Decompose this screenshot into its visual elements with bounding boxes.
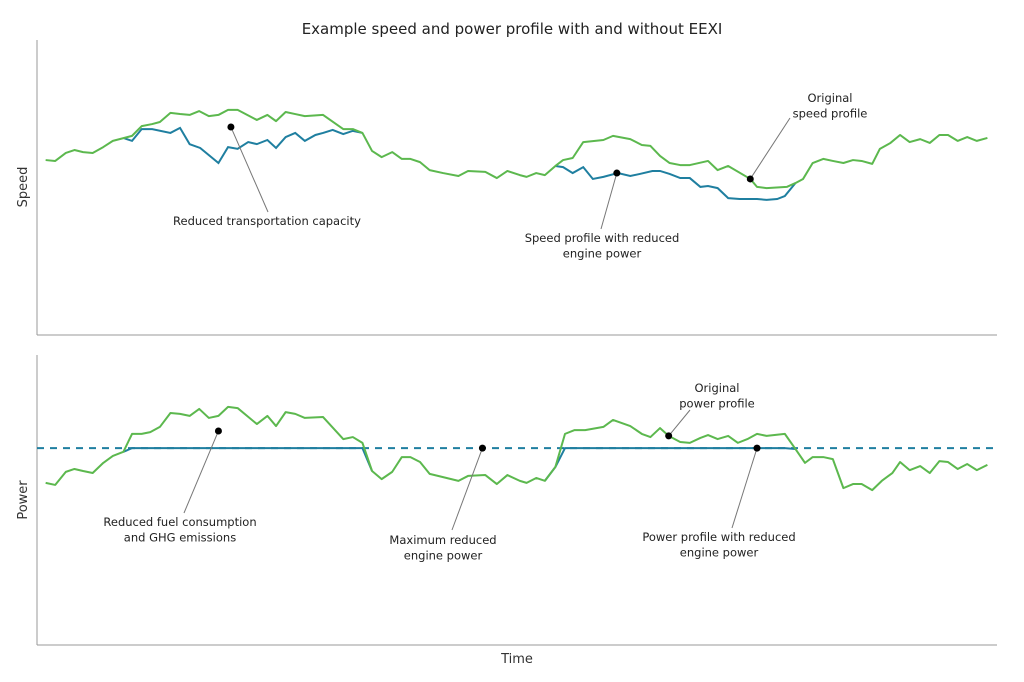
- power-original-line: [45, 405, 988, 492]
- annotation-label-line: engine power: [563, 247, 642, 261]
- annotation-dot: [214, 427, 222, 435]
- annotation-label-line: Power profile with reduced: [642, 530, 795, 544]
- annotation-label-line: speed profile: [793, 107, 868, 121]
- annotation-label-line: Reduced fuel consumption: [103, 515, 256, 529]
- annotation-label: Maximum reduced engine power: [389, 533, 496, 563]
- annotation-leader: [230, 126, 269, 213]
- speed-reduced-line: [555, 164, 797, 201]
- annotation-label-line: engine power: [680, 546, 759, 560]
- annotation-label-line: and GHG emissions: [124, 531, 236, 545]
- chart-title: Example speed and power profile with and…: [302, 20, 723, 38]
- annotation-label: Reduced transportation capacity: [173, 214, 361, 228]
- annotation-label-line: engine power: [404, 549, 483, 563]
- annotation-dot: [665, 432, 673, 440]
- annotation-label-line: Speed profile with reduced: [525, 231, 680, 245]
- annotation-leader: [749, 117, 791, 180]
- speed-axis-label: Speed: [16, 167, 31, 208]
- annotation-leader: [668, 409, 691, 437]
- annotation-label: Reduced fuel consumption and GHG emission…: [103, 515, 256, 545]
- annotation-dot: [753, 444, 761, 452]
- annotation-leader: [183, 430, 219, 514]
- power-reduced-line: [123, 447, 373, 472]
- time-axis-label: Time: [500, 652, 533, 667]
- annotation-leader: [600, 172, 618, 230]
- annotation-label-line: Reduced transportation capacity: [173, 214, 361, 228]
- power-axis-label: Power: [16, 480, 31, 520]
- annotation-label-line: Maximum reduced: [389, 533, 496, 547]
- annotation-label-line: Original: [694, 381, 739, 395]
- annotation-label: Original power profile: [679, 381, 755, 411]
- annotation-leader: [451, 447, 483, 531]
- annotation-label: Original speed profile: [793, 91, 868, 121]
- annotation-label: Power profile with reduced engine power: [642, 530, 795, 560]
- annotation-dot: [746, 175, 754, 183]
- speed-reduced-line: [123, 126, 363, 165]
- annotation-dot: [613, 169, 621, 177]
- annotation-dot: [227, 123, 235, 131]
- annotation-label-line: Original: [807, 91, 852, 105]
- power-reduced-line: [544, 447, 796, 482]
- annotation-dot: [478, 444, 486, 452]
- speed-original-line: [45, 108, 988, 190]
- annotation-label: Speed profile with reduced engine power: [525, 231, 680, 261]
- annotation-leader: [731, 447, 758, 529]
- annotation-label-line: power profile: [679, 397, 755, 411]
